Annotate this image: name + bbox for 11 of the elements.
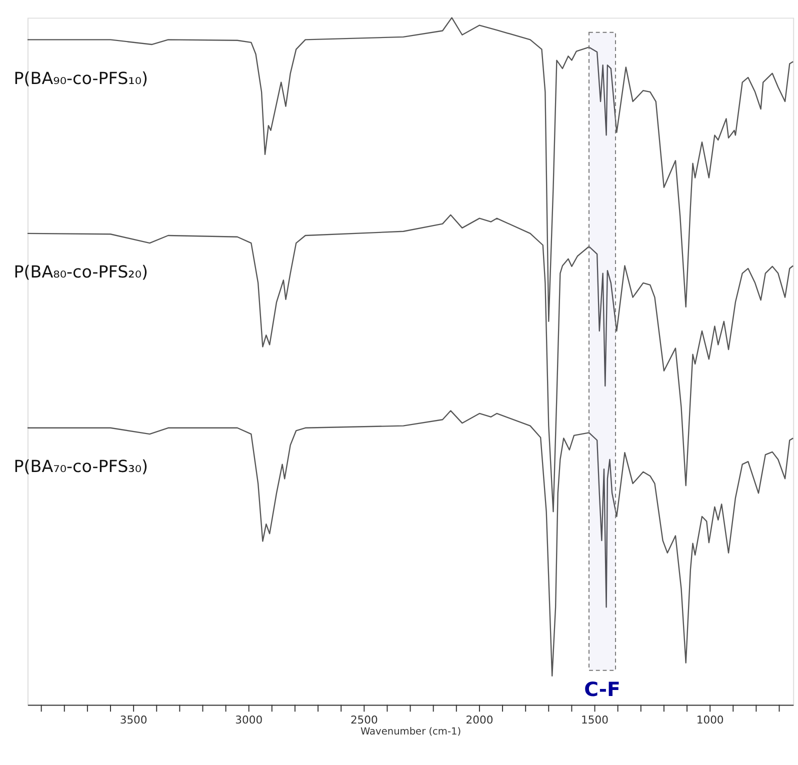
x-tick-label: 2000	[466, 713, 494, 726]
x-tick-label: 3000	[235, 713, 263, 726]
x-tick-label: 1500	[581, 713, 609, 726]
x-tick-label: 3500	[120, 713, 148, 726]
x-tick-label: 1000	[696, 713, 724, 726]
series-label: P(BA₇₀-co-PFS₃₀)	[14, 457, 148, 476]
series-label: P(BA₈₀-co-PFS₂₀)	[14, 262, 148, 282]
x-axis-title: Wavenumber (cm-1)	[360, 726, 462, 738]
x-tick-label: 2500	[350, 713, 378, 726]
series-label: P(BA₉₀-co-PFS₁₀)	[14, 68, 148, 88]
band-label: C-F	[584, 678, 620, 701]
